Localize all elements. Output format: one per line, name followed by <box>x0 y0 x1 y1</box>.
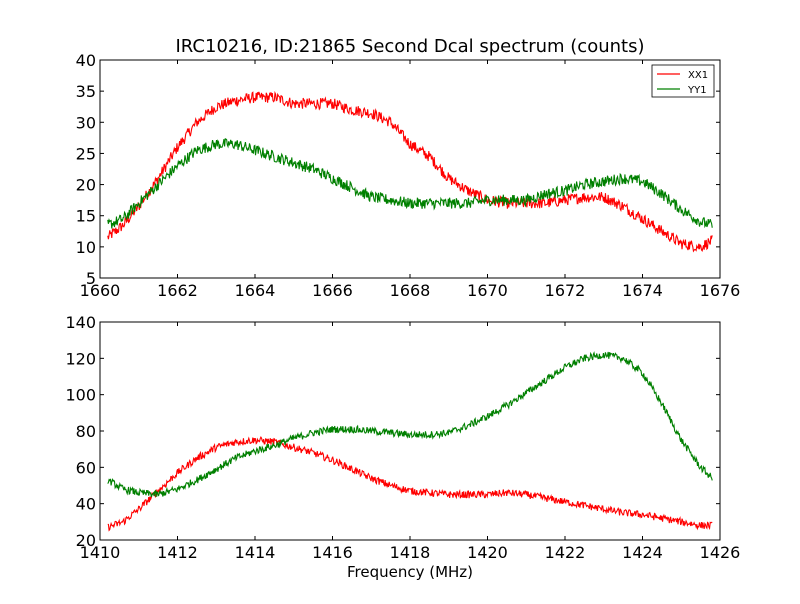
chart-2: 1410 1412 1414 1416 1418 1420 1422 1424 1426 20 40… <box>65 313 740 581</box>
y-tick-label: 100 <box>65 386 96 405</box>
x-tick-label: 1426 <box>700 543 741 562</box>
legend-label-yy1: YY1 <box>687 85 707 96</box>
x-tick-label: 1662 <box>157 281 198 300</box>
y-tick-label: 120 <box>65 349 96 368</box>
y-tick-label: 60 <box>76 458 96 477</box>
x-tick-label: 1660 <box>80 281 121 300</box>
series-line-series-2 <box>107 351 713 498</box>
axes-frame <box>99 321 721 541</box>
x-tick-label: 1666 <box>312 281 353 300</box>
x-tick-label: 1676 <box>700 281 741 300</box>
legend-box <box>651 64 715 98</box>
axes-frame <box>99 59 721 279</box>
x-tick-label: 1672 <box>545 281 586 300</box>
x-axis-label: Frequency (MHz) <box>347 563 473 581</box>
x-tick-label: 1412 <box>157 543 198 562</box>
y-tick-label: 25 <box>76 144 96 163</box>
x-tick-label: 1668 <box>390 281 431 300</box>
x-tick-label: 1424 <box>622 543 663 562</box>
y-tick-label: 20 <box>76 531 96 550</box>
y-tick-label: 20 <box>76 176 96 195</box>
x-tick-label: 1664 <box>235 281 276 300</box>
legend-label-xx1: XX1 <box>688 70 708 81</box>
y-tick-label: 40 <box>76 495 96 514</box>
y-tick-label: 140 <box>65 313 96 332</box>
x-tick-label: 1674 <box>622 281 663 300</box>
y-tick-label: 10 <box>76 238 96 257</box>
y-tick-label: 40 <box>76 51 96 70</box>
x-tick-label: 1420 <box>467 543 508 562</box>
x-tick-label: 1422 <box>545 543 586 562</box>
series-line-yy1 <box>107 138 713 229</box>
x-tick-label: 1410 <box>80 543 121 562</box>
x-tick-label: 1414 <box>235 543 276 562</box>
chart-1: IRC10216, ID:21865 Second Dcal spectrum … <box>76 36 741 300</box>
series-group <box>107 351 713 532</box>
series-line-series-1 <box>107 435 713 532</box>
x-tick-label: 1416 <box>312 543 353 562</box>
y-tick-label: 35 <box>76 82 96 101</box>
series-group <box>107 90 713 253</box>
y-tick-label: 80 <box>76 422 96 441</box>
x-tick-label: 1418 <box>390 543 431 562</box>
x-tick-label: 1670 <box>467 281 508 300</box>
y-tick-label: 5 <box>86 269 96 288</box>
chart-title: IRC10216, ID:21865 Second Dcal spectrum … <box>176 36 645 57</box>
series-line-xx1 <box>107 90 713 253</box>
y-tick-label: 30 <box>76 113 96 132</box>
y-tick-label: 15 <box>76 207 96 226</box>
